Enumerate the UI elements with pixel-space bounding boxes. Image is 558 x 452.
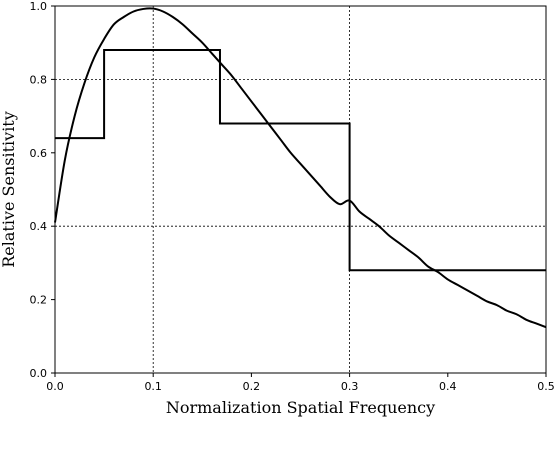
y-tick-label: 0.8 xyxy=(30,73,48,86)
x-tick-label: 0.0 xyxy=(46,380,64,393)
sensitivity-curve xyxy=(54,7,547,329)
x-tick-label: 0.5 xyxy=(537,380,555,393)
plot-frame xyxy=(54,5,547,374)
y-tick-label: 0.6 xyxy=(30,147,48,160)
x-tick-label: 0.1 xyxy=(144,380,162,393)
y-axis-label: Relative Sensitivity xyxy=(0,111,18,268)
grid-lines xyxy=(55,6,546,373)
x-tick-label: 0.4 xyxy=(439,380,457,393)
y-axis-ticks: 0.0 0.2 0.4 0.6 0.8 1.0 xyxy=(30,0,55,380)
x-axis-ticks: 0.0 0.1 0.2 0.3 0.4 0.5 xyxy=(46,373,555,393)
y-tick-label: 0.2 xyxy=(30,294,48,307)
x-tick-label: 0.3 xyxy=(341,380,359,393)
y-tick-label: 0.0 xyxy=(30,367,48,380)
plot-area xyxy=(54,7,547,329)
y-tick-label: 0.4 xyxy=(30,220,48,233)
y-tick-label: 1.0 xyxy=(30,0,48,13)
x-tick-label: 0.2 xyxy=(243,380,261,393)
step-approximation xyxy=(55,49,546,272)
x-axis-label: Normalization Spatial Frequency xyxy=(166,398,435,417)
